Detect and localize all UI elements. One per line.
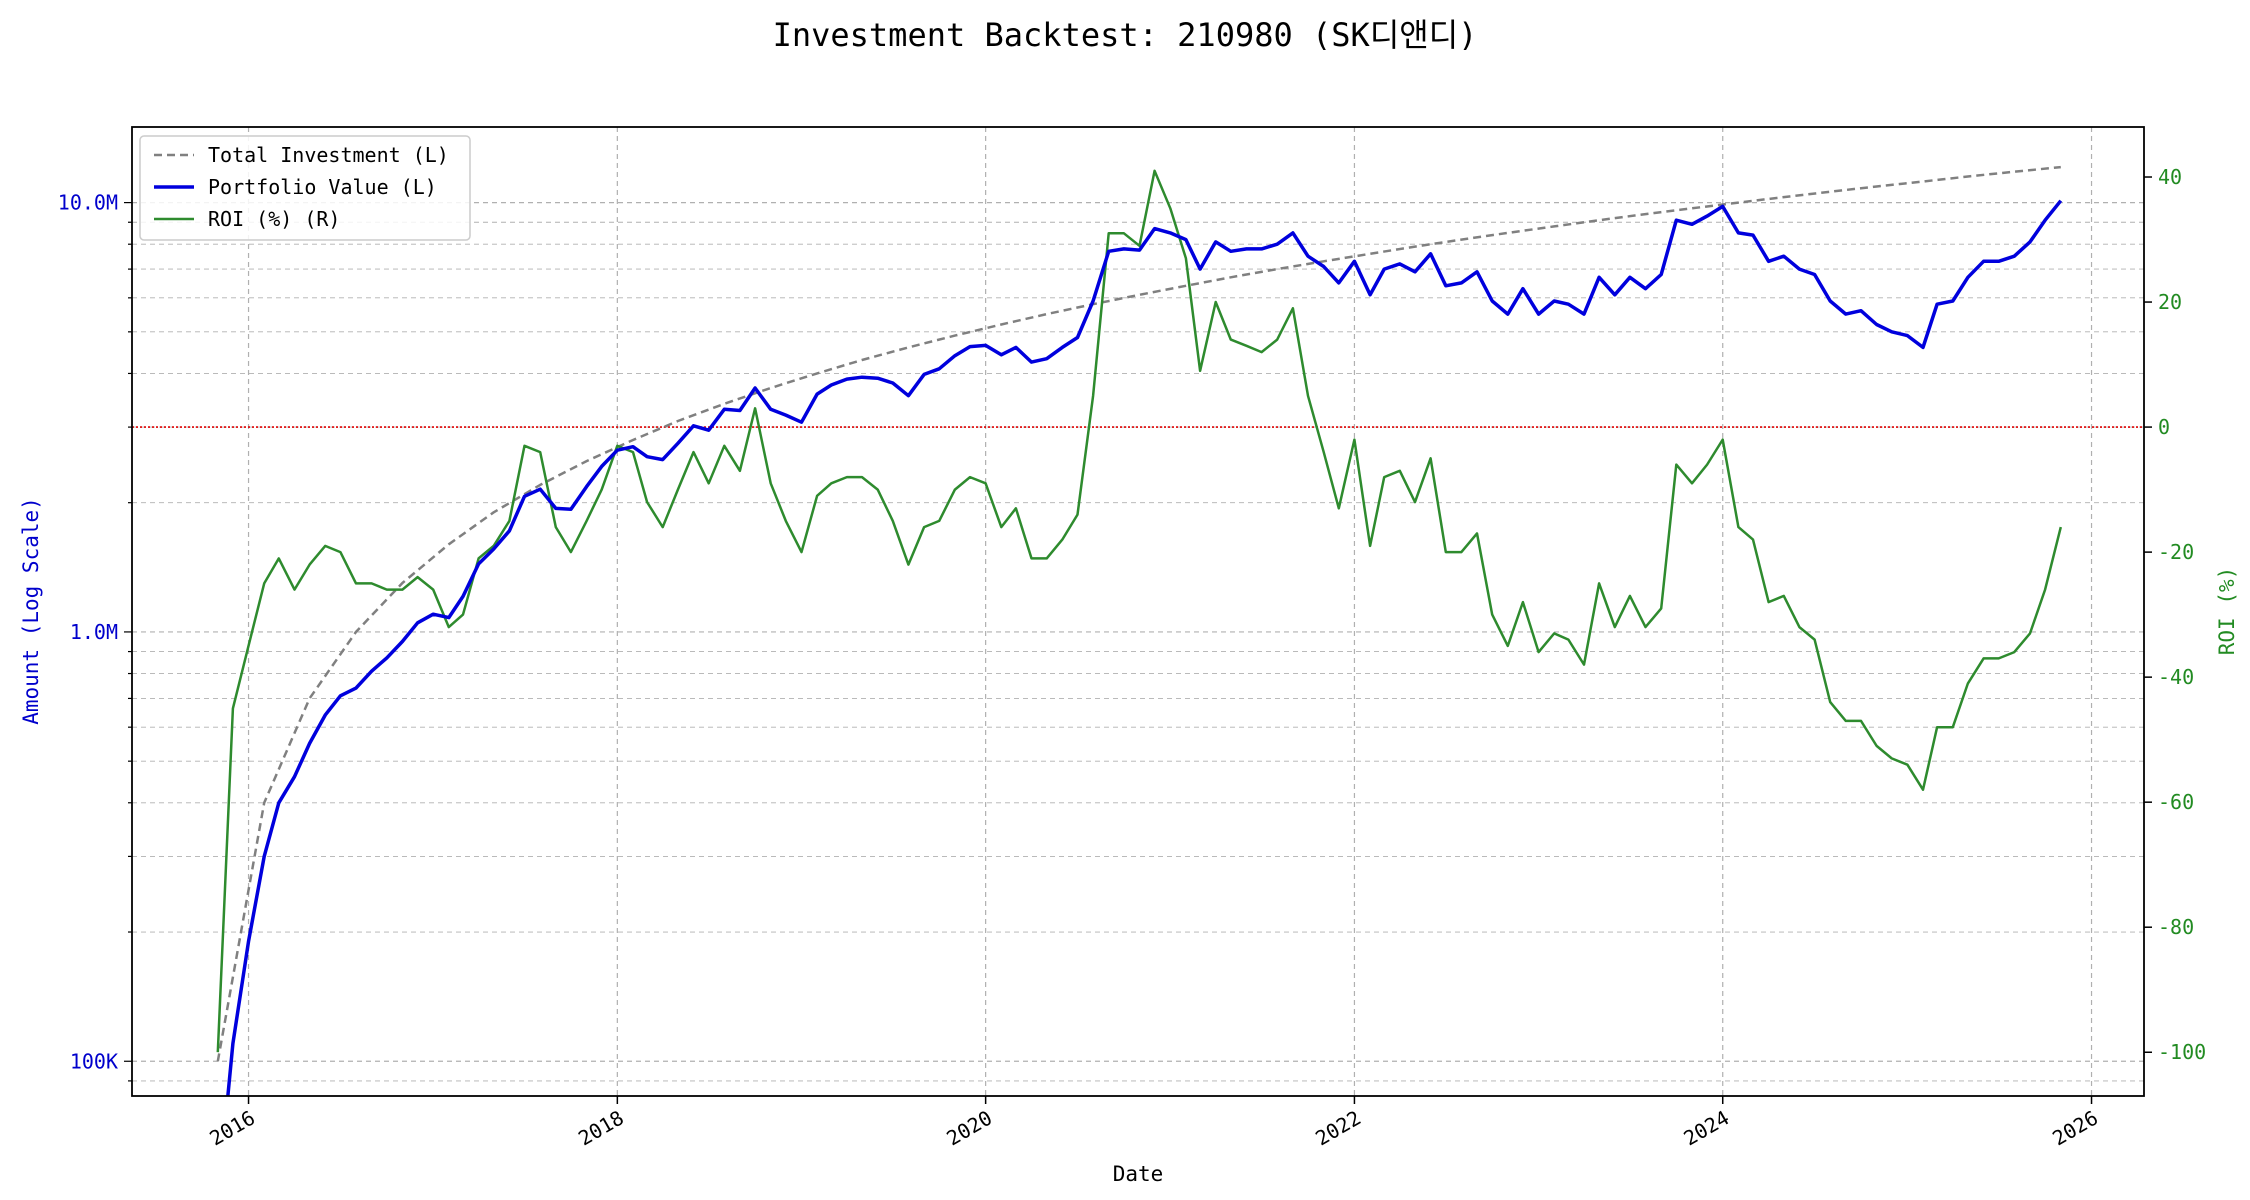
right-y-tick-label: 0 [2158, 415, 2170, 439]
left-y-tick-label: 10.0M [58, 191, 118, 215]
right-y-tick-label: -60 [2158, 790, 2194, 814]
legend: Total Investment (L) Portfolio Value (L)… [139, 135, 471, 241]
legend-box [139, 135, 471, 241]
legend-label-portfolio-value: Portfolio Value (L) [208, 175, 437, 199]
x-axis-label: Date [1113, 1162, 1164, 1186]
right-y-tick-label: -100 [2158, 1040, 2206, 1064]
roi-line [216, 169, 2063, 1053]
right-y-axis-label: ROI (%) [2215, 567, 2239, 656]
grid-lines [132, 127, 2144, 1096]
portfolio-value-line [226, 199, 2063, 1096]
left-y-axis-label: Amount (Log Scale) [19, 497, 43, 725]
right-y-tick-label: -80 [2158, 915, 2194, 939]
right-y-tick-label: 20 [2158, 290, 2182, 314]
left-y-tick-label: 100K [70, 1049, 118, 1073]
chart-title: Investment Backtest: 210980 (SK디앤디) [773, 16, 1478, 54]
total-investment-line [216, 165, 2061, 1062]
right-y-tick-label: -40 [2158, 665, 2194, 689]
right-y-axis: 40 20 0 -20 -40 -60 -80 -100 [2144, 165, 2206, 1064]
legend-label-total-investment: Total Investment (L) [208, 143, 449, 167]
right-y-tick-label: 40 [2158, 165, 2182, 189]
series-lines [216, 165, 2063, 1096]
plot-area-frame [131, 126, 2145, 1097]
left-y-tick-label: 1.0M [70, 620, 118, 644]
right-y-tick-label: -20 [2158, 540, 2194, 564]
legend-label-roi: ROI (%) (R) [208, 207, 340, 231]
left-y-axis: 100K 1.0M 10.0M [58, 191, 132, 1082]
